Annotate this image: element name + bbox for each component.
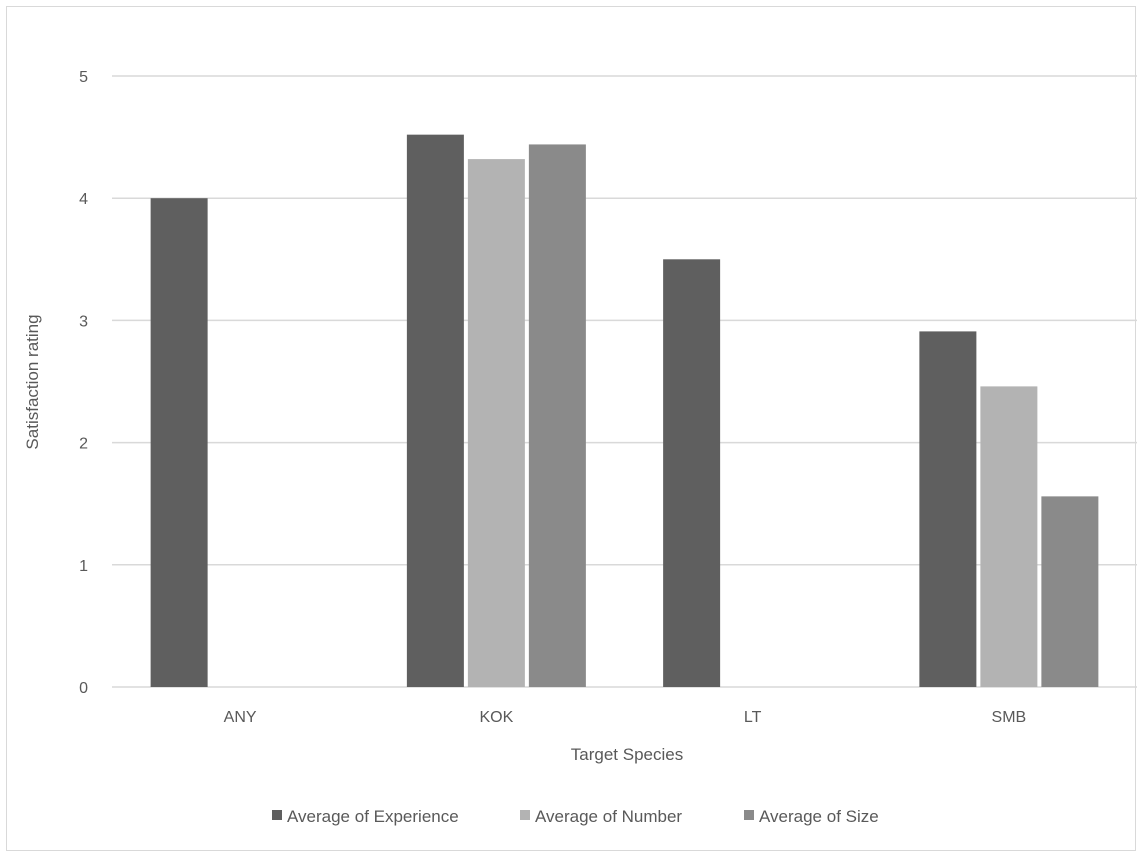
legend-label: Average of Number: [535, 807, 682, 826]
x-tick-labels: ANY KOK LT SMB: [224, 709, 1027, 726]
x-tick-label: SMB: [992, 709, 1027, 726]
legend-label: Average of Experience: [287, 807, 459, 826]
bar-smb-series-2: [1041, 496, 1099, 687]
legend-item: Average of Experience: [272, 807, 459, 826]
y-tick-label: 3: [79, 313, 88, 330]
bar-smb-series-1: [980, 386, 1038, 687]
legend: Average of Experience Average of Number Av…: [272, 807, 879, 826]
legend-item: Average of Size: [744, 807, 879, 826]
legend-swatch: [272, 810, 282, 820]
bars: [150, 134, 1099, 687]
bar-kok-series-1: [467, 159, 525, 687]
x-axis-title: Target Species: [571, 745, 683, 764]
x-tick-label: KOK: [479, 709, 513, 726]
y-tick-label: 5: [79, 69, 88, 86]
legend-label: Average of Size: [759, 807, 879, 826]
y-axis-title: Satisfaction rating: [23, 314, 42, 449]
x-tick-label: LT: [744, 709, 762, 726]
y-tick-label: 1: [79, 558, 88, 575]
x-tick-label: ANY: [224, 709, 257, 726]
y-tick-label: 4: [79, 191, 88, 208]
bar-lt-series-0: [663, 259, 721, 687]
bar-smb-series-0: [919, 331, 977, 687]
y-tick-label: 2: [79, 436, 88, 453]
y-tick-label: 0: [79, 680, 88, 697]
y-tick-labels: 0 1 2 3 4 5: [79, 69, 88, 697]
legend-item: Average of Number: [520, 807, 682, 826]
bar-kok-series-2: [528, 144, 586, 687]
bar-any-series-0: [150, 198, 208, 687]
legend-swatch: [744, 810, 754, 820]
bar-kok-series-0: [406, 134, 464, 687]
legend-swatch: [520, 810, 530, 820]
